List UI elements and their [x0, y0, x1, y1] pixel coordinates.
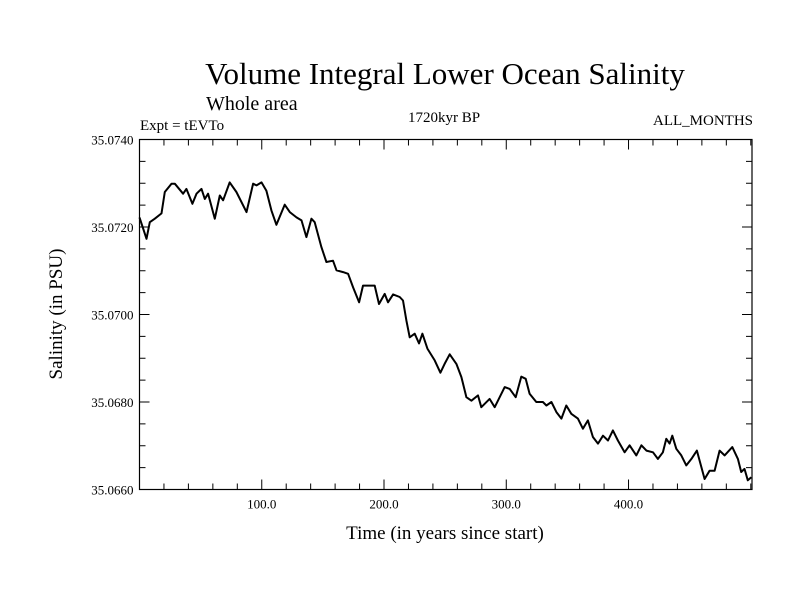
x-tick-label: 400.0: [614, 497, 643, 512]
experiment-label: Expt = tEVTo: [140, 118, 224, 134]
period-label: 1720kyr BP: [408, 110, 480, 126]
chart-title: Volume Integral Lower Ocean Salinity: [205, 56, 685, 91]
plot-frame: [138, 138, 753, 491]
tick-labels: 100.0 200.0 300.0 400.0 35.0660 35.0680 35.070…: [91, 133, 643, 512]
y-tick-label: 35.0700: [91, 308, 133, 323]
months-label: ALL_MONTHS: [653, 113, 753, 129]
y-axis-label: Salinity (in PSU): [46, 249, 67, 380]
x-tick-label: 100.0: [247, 497, 276, 512]
axis-ticks: [139, 139, 752, 490]
chart-subtitle: Whole area: [206, 93, 298, 115]
y-tick-label: 35.0720: [91, 220, 133, 235]
x-tick-label: 300.0: [492, 497, 521, 512]
y-tick-label: 35.0680: [91, 395, 133, 410]
x-axis-label: Time (in years since start): [346, 523, 544, 544]
y-tick-label: 35.0740: [91, 133, 133, 148]
salinity-series-line: [138, 181, 752, 482]
y-tick-label: 35.0660: [91, 483, 133, 498]
x-tick-label: 200.0: [369, 497, 398, 512]
